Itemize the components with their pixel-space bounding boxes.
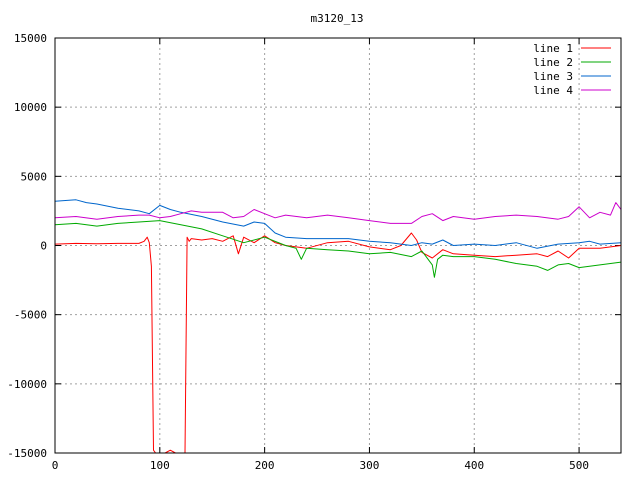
y-tick-label: -15000 — [7, 447, 47, 460]
y-tick-label: 0 — [40, 240, 47, 253]
x-tick-label: 200 — [255, 459, 275, 472]
y-tick-label: -10000 — [7, 378, 47, 391]
y-tick-label: 10000 — [14, 101, 47, 114]
chart-title: m3120_13 — [311, 12, 364, 25]
legend-label: line 1 — [533, 42, 573, 55]
legend-label: line 3 — [533, 70, 573, 83]
x-tick-label: 400 — [464, 459, 484, 472]
series-line-3 — [54, 199, 622, 249]
series-line-2 — [54, 220, 622, 278]
plot-frame — [54, 37, 622, 454]
y-tick-label: -5000 — [14, 309, 47, 322]
x-tick-label: 0 — [52, 459, 59, 472]
y-tick-label: 5000 — [21, 170, 48, 183]
x-tick-label: 100 — [150, 459, 170, 472]
legend-label: line 4 — [533, 84, 573, 97]
y-tick-label: 15000 — [14, 32, 47, 45]
legend-label: line 2 — [533, 56, 573, 69]
series-line-1 — [54, 232, 622, 454]
series-line-4 — [54, 202, 622, 224]
x-tick-label: 500 — [569, 459, 589, 472]
x-tick-label: 300 — [360, 459, 380, 472]
